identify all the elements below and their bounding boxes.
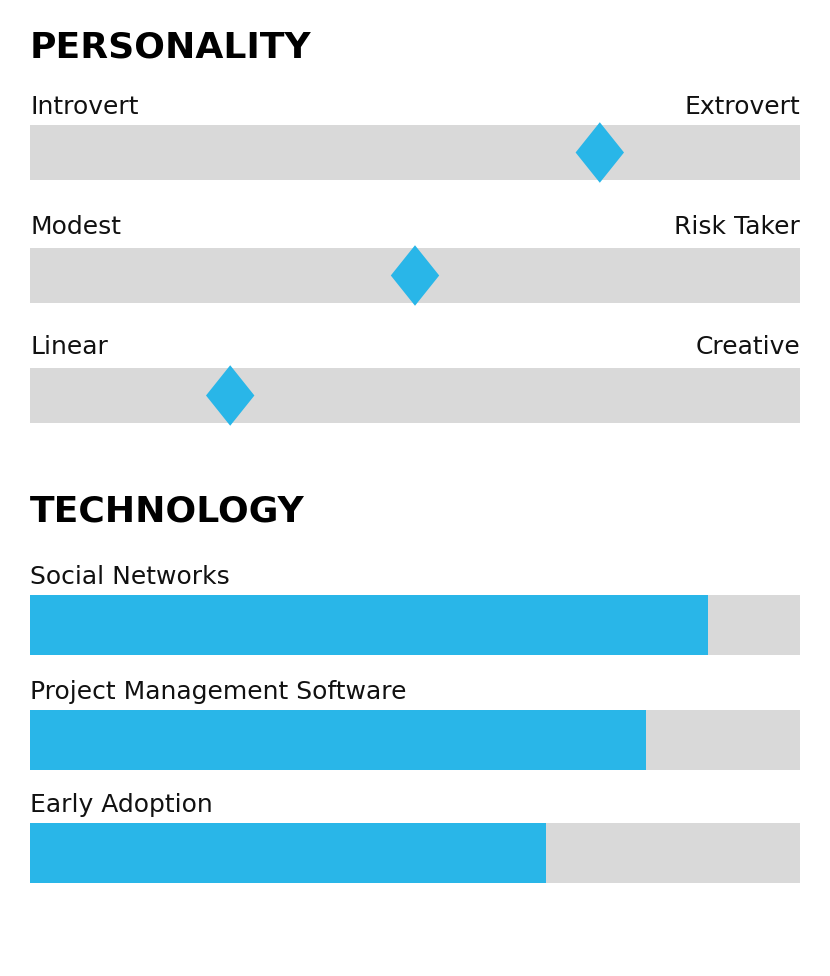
- FancyBboxPatch shape: [30, 823, 546, 883]
- Polygon shape: [575, 122, 624, 183]
- Text: Early Adoption: Early Adoption: [30, 793, 212, 817]
- Text: Creative: Creative: [696, 335, 800, 359]
- Text: Social Networks: Social Networks: [30, 565, 230, 589]
- FancyBboxPatch shape: [30, 368, 800, 423]
- FancyBboxPatch shape: [30, 595, 800, 655]
- FancyBboxPatch shape: [30, 710, 646, 770]
- Text: Extrovert: Extrovert: [684, 95, 800, 119]
- FancyBboxPatch shape: [30, 248, 800, 303]
- Text: Risk Taker: Risk Taker: [674, 215, 800, 239]
- Text: Modest: Modest: [30, 215, 121, 239]
- FancyBboxPatch shape: [30, 710, 800, 770]
- FancyBboxPatch shape: [30, 125, 800, 180]
- Text: Introvert: Introvert: [30, 95, 139, 119]
- Polygon shape: [206, 365, 255, 426]
- Text: Project Management Software: Project Management Software: [30, 680, 407, 704]
- FancyBboxPatch shape: [30, 823, 800, 883]
- Text: PERSONALITY: PERSONALITY: [30, 30, 311, 64]
- Text: TECHNOLOGY: TECHNOLOGY: [30, 495, 305, 529]
- Text: Linear: Linear: [30, 335, 108, 359]
- FancyBboxPatch shape: [30, 595, 708, 655]
- Polygon shape: [391, 245, 439, 305]
